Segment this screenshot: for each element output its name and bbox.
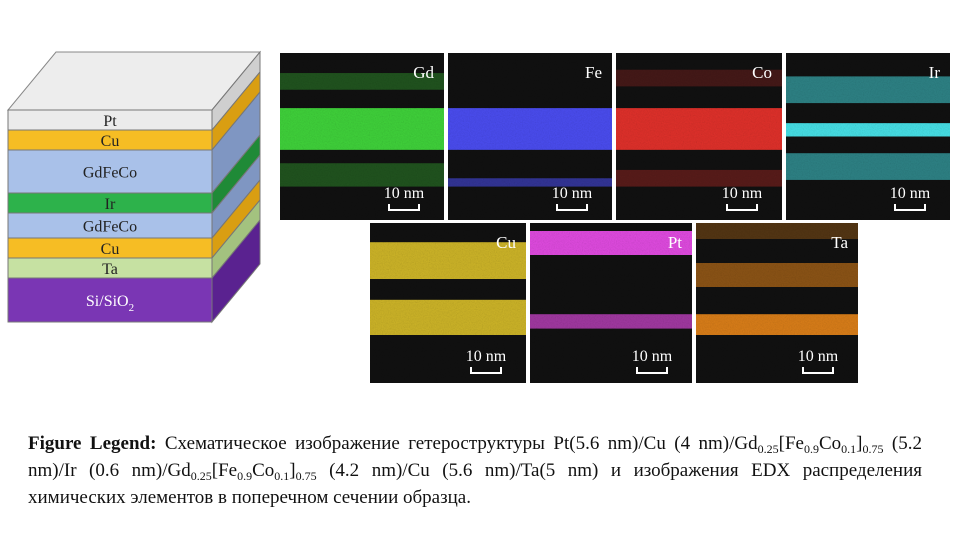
caption-subscript: 0.1 bbox=[841, 442, 857, 456]
map-element: Ta bbox=[831, 233, 848, 252]
layer-label: Si/SiO2 bbox=[86, 293, 134, 314]
caption-text: Схематическое изображение гетероструктур… bbox=[156, 433, 758, 454]
scale-bar bbox=[388, 204, 420, 211]
map-grain bbox=[370, 223, 526, 383]
caption-text: (5.2 nm)/Ir (0.6 nm)/Gd bbox=[28, 433, 923, 481]
caption-subscript: 0.25 bbox=[190, 469, 212, 483]
caption-subscript: 0.75 bbox=[295, 469, 317, 483]
layer-label-text: Si/SiO bbox=[86, 293, 129, 310]
scale-label: 10 nm bbox=[722, 185, 763, 202]
layer-label: Pt bbox=[103, 113, 117, 130]
layer-label-text: GdFeCo bbox=[83, 165, 137, 182]
scale-bar bbox=[894, 204, 926, 211]
map-element: Pt bbox=[668, 233, 682, 252]
layer-label: Ir bbox=[105, 196, 116, 213]
scale-label: 10 nm bbox=[384, 185, 425, 202]
caption-text: [Fe bbox=[778, 433, 804, 454]
caption-subscript: 0.25 bbox=[757, 442, 779, 456]
map-grain bbox=[530, 223, 692, 383]
caption-text: [Fe bbox=[211, 460, 238, 481]
caption-subscript: 0.75 bbox=[862, 442, 884, 456]
scale-label: 10 nm bbox=[466, 348, 507, 365]
layer-label: Cu bbox=[101, 241, 120, 258]
layer-label-text: Ta bbox=[102, 261, 118, 278]
map-grain bbox=[616, 53, 782, 220]
scale-label: 10 nm bbox=[798, 348, 839, 365]
layer bbox=[7, 277, 213, 323]
map-grain bbox=[448, 53, 612, 220]
layer-label-text: GdFeCo bbox=[83, 219, 137, 236]
scale-bar bbox=[726, 204, 758, 211]
caption-subscript: 0.9 bbox=[803, 442, 819, 456]
layer-label: GdFeCo bbox=[83, 165, 137, 182]
scale-bar bbox=[470, 367, 502, 374]
scale-bar bbox=[556, 204, 588, 211]
caption: Figure Legend: Схематическое изображение… bbox=[28, 430, 922, 511]
scale-bar bbox=[802, 367, 834, 374]
map-element: Fe bbox=[585, 63, 602, 82]
map-element: Ir bbox=[929, 63, 941, 82]
layer bbox=[7, 212, 213, 239]
scale-label: 10 nm bbox=[632, 348, 673, 365]
layer-label-text: Cu bbox=[101, 133, 120, 150]
caption-text: ] bbox=[856, 433, 863, 454]
layer-label-text: Pt bbox=[103, 113, 117, 130]
map-element: Co bbox=[752, 63, 772, 82]
map-grain bbox=[786, 53, 950, 220]
map-element: Gd bbox=[413, 63, 434, 82]
caption-text: Co bbox=[818, 433, 842, 454]
layer-label-subscript: 2 bbox=[129, 302, 135, 314]
caption-subscript: 0.9 bbox=[237, 469, 253, 483]
caption-subscript: 0.1 bbox=[274, 469, 290, 483]
layer-label-text: Cu bbox=[101, 241, 120, 258]
caption-text: ] bbox=[289, 460, 296, 481]
caption-label: Figure Legend: bbox=[28, 433, 157, 454]
caption-text: (4.2 nm)/Cu (5.6 nm)/Ta(5 nm) и изображе… bbox=[28, 460, 922, 508]
layer bbox=[7, 149, 213, 194]
scale-label: 10 nm bbox=[890, 185, 931, 202]
caption-text: Co bbox=[252, 460, 275, 481]
layer-side bbox=[211, 218, 261, 324]
layer-label: GdFeCo bbox=[83, 219, 137, 236]
figure-graphics: Pt Cu GdFeCo Ir GdFeCo Cu Ta Si/SiO2 Gd 10 nm Fe 10… bbox=[6, 50, 950, 383]
layer-label: Ta bbox=[102, 261, 118, 278]
map-element: Cu bbox=[496, 233, 516, 252]
layer-label-text: Ir bbox=[105, 196, 116, 213]
layer-label: Cu bbox=[101, 133, 120, 150]
scale-label: 10 nm bbox=[552, 185, 593, 202]
scale-bar bbox=[636, 367, 668, 374]
map-grain bbox=[280, 53, 444, 220]
map-grain bbox=[696, 223, 858, 383]
